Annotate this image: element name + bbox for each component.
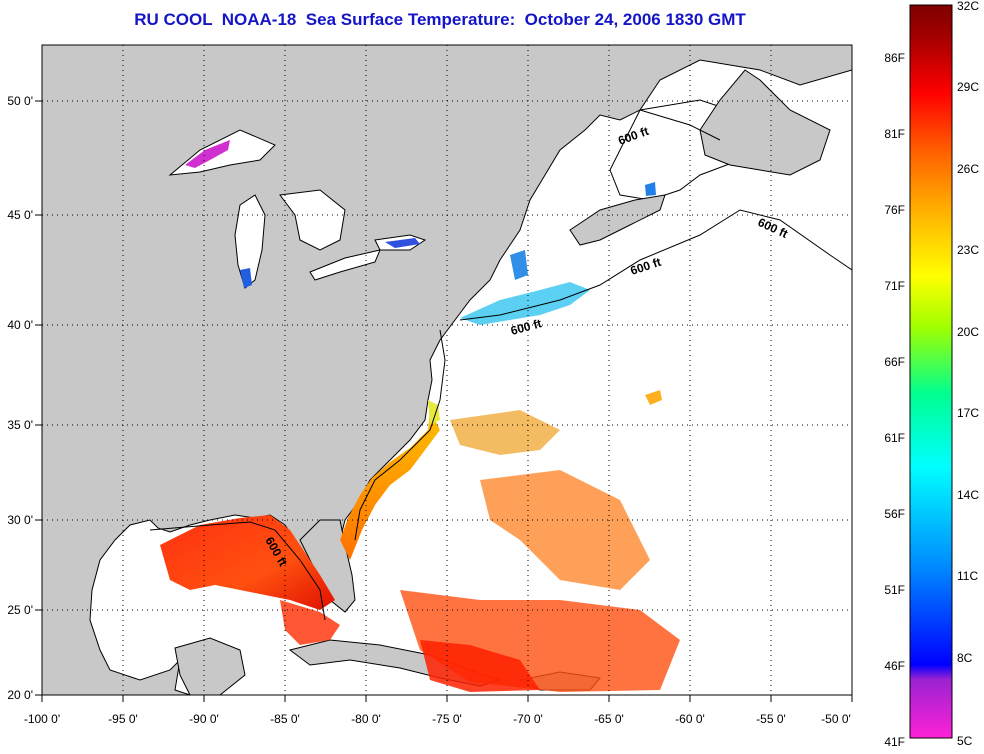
lat-tick-label: 45 0' [7,208,33,222]
lake-erie [309,249,381,281]
lon-tick-label: -100 0' [24,712,60,726]
lon-tick-label: -80 0' [351,712,381,726]
lake-michigan [234,194,266,289]
yucatan [174,637,246,695]
lon-tick-label: -55 0' [756,712,786,726]
graticule [42,45,852,695]
axis-ticks [35,100,853,702]
lon-tick-label: -65 0' [594,712,624,726]
lon-tick-label: -90 0' [189,712,219,726]
lon-tick-label: -60 0' [675,712,705,726]
gulf-of-maine-sst [510,250,528,280]
offshore-sst-mid [450,410,560,455]
lon-tick-label: -50 0' [821,712,851,726]
lake-ontario-sst [385,238,420,248]
gulf-sst-field [160,515,335,610]
st-lawrence-sst [645,182,656,196]
isobath-line-gulf [149,521,326,621]
gulf-sst-south [280,600,340,645]
offshore-sst-southwest [420,640,540,692]
isobath-line-north [459,209,852,321]
lake-huron [279,189,346,251]
newfoundland [699,69,831,176]
nova-scotia [569,194,666,246]
atlantic-coastal-sst [340,410,440,560]
offshore-sst-patch [645,390,662,405]
lake-superior-sst [185,140,230,168]
offshore-sst-east [480,470,650,590]
lat-tick-label: 50 0' [7,94,33,108]
lat-tick-label: 40 0' [7,318,33,332]
lat-tick-label: 35 0' [7,418,33,432]
lat-tick-label: 25 0' [7,603,33,617]
lon-tick-label: -70 0' [513,712,543,726]
lake-michigan-sst [240,268,252,288]
lat-tick-label: 30 0' [7,513,33,527]
isobath-line-atlantic [354,329,446,541]
map-title: RU COOL NOAA-18 Sea Surface Temperature:… [134,10,746,29]
northeast-shelf-sst [460,282,590,325]
carolina-yellow-sst [428,400,440,425]
lon-tick-label: -75 0' [432,712,462,726]
lon-tick-label: -85 0' [270,712,300,726]
lat-tick-label: 20 0' [7,688,33,702]
lon-tick-label: -95 0' [108,712,138,726]
